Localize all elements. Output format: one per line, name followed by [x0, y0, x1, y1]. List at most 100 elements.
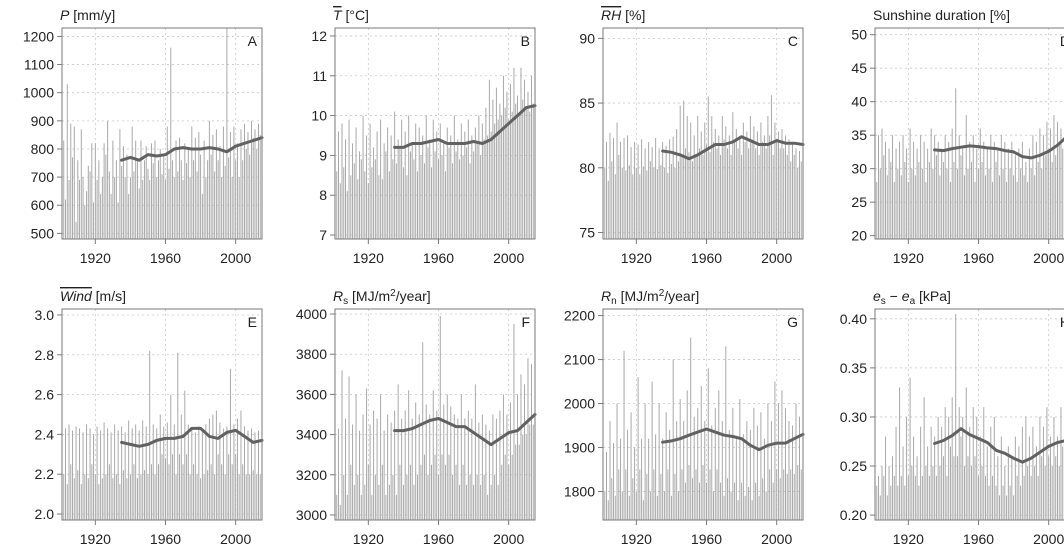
bar	[699, 482, 700, 520]
bar	[96, 426, 98, 520]
bar	[215, 129, 217, 239]
bar	[459, 484, 461, 520]
bar	[967, 456, 969, 520]
bar	[886, 495, 888, 520]
bar	[1039, 128, 1041, 239]
bar	[669, 139, 671, 239]
bar	[1028, 148, 1030, 239]
bar	[941, 148, 943, 239]
bar	[791, 141, 793, 239]
bar	[886, 175, 888, 239]
bar-group	[875, 313, 1064, 520]
bar	[1034, 466, 1036, 520]
bar	[721, 421, 723, 520]
bar	[800, 161, 802, 239]
bar	[161, 174, 163, 239]
y-tick-label: 2100	[564, 352, 595, 368]
bar	[179, 137, 181, 239]
bar	[366, 388, 368, 520]
bar	[236, 418, 238, 520]
bar	[98, 160, 100, 239]
bar	[208, 120, 210, 239]
bar	[523, 79, 525, 239]
bar	[1025, 161, 1027, 239]
bar	[189, 474, 191, 520]
bar	[259, 474, 261, 520]
bar	[1032, 426, 1034, 520]
bar	[1014, 436, 1016, 520]
bar	[628, 165, 630, 239]
bar	[790, 469, 792, 520]
bar	[207, 470, 209, 520]
bar	[974, 456, 976, 520]
bar	[214, 474, 216, 520]
bar	[899, 387, 901, 520]
bar	[182, 464, 184, 520]
bar	[649, 161, 651, 239]
bar	[935, 475, 937, 520]
bar	[152, 424, 154, 520]
bar	[997, 148, 999, 239]
bar	[655, 434, 657, 520]
bar	[781, 128, 783, 239]
bar	[644, 148, 646, 239]
bar	[387, 127, 389, 239]
bar	[1004, 466, 1006, 520]
y-tick-label: 0.35	[840, 360, 867, 376]
bar	[341, 123, 343, 239]
bar	[892, 456, 894, 520]
bar	[126, 478, 128, 520]
bar	[124, 177, 126, 239]
bar	[649, 491, 651, 520]
bar	[245, 148, 247, 239]
bar	[100, 193, 102, 239]
y-tick-label: 1000	[23, 85, 54, 101]
bar	[762, 478, 764, 520]
bar	[920, 135, 922, 239]
bar	[679, 105, 681, 239]
bar	[932, 466, 934, 520]
y-tick-label: 75	[579, 225, 595, 241]
bar	[718, 135, 720, 239]
bar	[623, 350, 625, 520]
bar	[621, 491, 623, 520]
bar	[985, 475, 987, 520]
bar	[367, 464, 369, 520]
bar	[907, 475, 909, 520]
bar	[793, 154, 795, 239]
bar	[1000, 135, 1002, 239]
bar	[114, 424, 116, 520]
bar	[795, 403, 797, 520]
bar	[928, 475, 930, 520]
bar	[527, 358, 529, 520]
bar	[723, 139, 725, 239]
bar	[348, 376, 350, 520]
bar	[716, 469, 718, 520]
plot-frame	[61, 308, 263, 521]
y-tick-label: 600	[31, 197, 55, 213]
bar	[236, 143, 238, 239]
bar	[667, 172, 669, 239]
bar	[402, 484, 404, 520]
bar	[107, 120, 109, 239]
bar	[997, 456, 999, 520]
bar	[1028, 436, 1030, 520]
bar	[163, 154, 165, 239]
bar	[688, 465, 690, 520]
bar	[985, 175, 987, 239]
bar	[466, 484, 468, 520]
bar	[122, 146, 124, 239]
panel-title: T [°C]	[333, 7, 369, 23]
bar	[695, 154, 697, 239]
bar	[217, 160, 219, 239]
bar	[702, 465, 704, 520]
bar	[923, 141, 925, 239]
bar	[65, 199, 66, 239]
bar	[965, 115, 967, 239]
bar	[979, 128, 981, 239]
bar	[614, 174, 616, 239]
bar	[911, 466, 913, 520]
bar	[967, 168, 969, 239]
bar	[235, 454, 237, 520]
plot-frame	[334, 27, 536, 240]
